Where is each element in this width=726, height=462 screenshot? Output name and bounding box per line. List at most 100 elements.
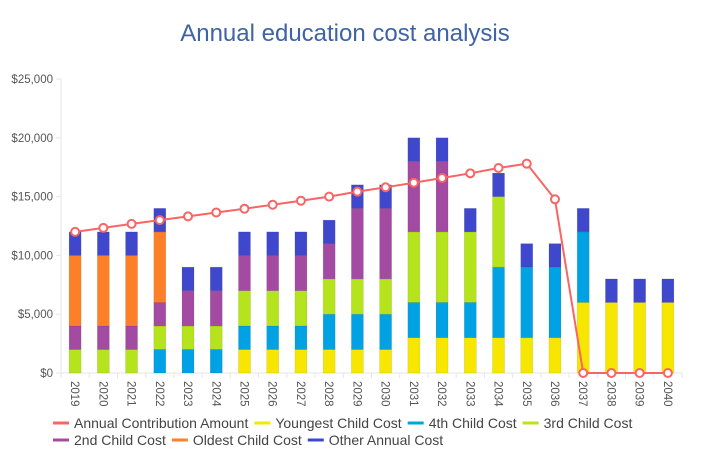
bar-segment-3rd-child-cost-2025	[238, 290, 251, 327]
x-axis: 2019 2020 2021 2022 2023 2024 2025 2026 2027 2028…	[60, 372, 683, 407]
bar-segment-2nd-child-cost-2023	[181, 290, 195, 327]
bar-segment-youngest-child-cost-2028	[322, 349, 336, 374]
x-tick-label: 2024	[209, 381, 221, 407]
bar-segment-other-annual-cost-2039	[633, 278, 646, 303]
bar-segment-other-annual-cost-2033	[463, 208, 477, 233]
contribution-point-2019	[70, 226, 81, 237]
legend-label: Oldest Child Cost	[193, 432, 302, 448]
bar-segment-3rd-child-cost-2020	[97, 349, 110, 374]
y-tick-label: $10,000	[11, 250, 53, 262]
bar-segment-youngest-child-cost-2038	[605, 302, 618, 374]
bar-segment-youngest-child-cost-2036	[548, 337, 562, 374]
contribution-point-2028	[324, 191, 335, 202]
bar-segment-2nd-child-cost-2022	[153, 302, 167, 327]
contribution-point-2032	[437, 173, 448, 184]
x-tick-label: 2027	[294, 381, 306, 407]
legend-label: Annual Contribution Amount	[74, 415, 248, 431]
contribution-point-2029	[352, 186, 363, 197]
bar-segment-other-annual-cost-2040	[661, 278, 675, 303]
y-tick-label: $20,000	[11, 133, 53, 145]
bar-segment-4th-child-cost-2027	[294, 325, 308, 350]
x-tick-label: 2040	[661, 381, 673, 407]
contribution-point-2020	[98, 222, 109, 233]
bar-segment-oldest-child-cost-2019	[68, 255, 82, 327]
x-tick-label: 2037	[576, 381, 588, 407]
x-tick-label: 2038	[604, 381, 616, 407]
bar-segment-youngest-child-cost-2025	[238, 349, 251, 374]
bar-segment-youngest-child-cost-2026	[266, 349, 280, 374]
bar-segment-youngest-child-cost-2029	[351, 349, 364, 374]
bar-segment-2nd-child-cost-2025	[238, 255, 251, 291]
bar-segment-other-annual-cost-2031	[407, 137, 421, 162]
bar-segment-2nd-child-cost-2030	[379, 208, 392, 280]
bar-segment-2nd-child-cost-2029	[351, 208, 364, 280]
bar-segment-4th-child-cost-2024	[209, 349, 223, 374]
contribution-point-2038	[606, 368, 617, 378]
contribution-point-2037	[578, 368, 589, 378]
bar-segment-4th-child-cost-2028	[322, 313, 336, 350]
legend-item-youngest-child-cost[interactable]: Youngest Child Cost	[254, 415, 402, 431]
legend-item-4th-child-cost[interactable]: 4th Child Cost	[407, 415, 517, 431]
bar-segment-3rd-child-cost-2028	[322, 278, 336, 315]
bar-segment-other-annual-cost-2032	[435, 137, 449, 162]
bar-segment-youngest-child-cost-2040	[661, 302, 675, 374]
bar-segment-4th-child-cost-2033	[463, 302, 477, 339]
legend-item-annual-contribution-amount[interactable]: Annual Contribution Amount	[53, 415, 248, 431]
y-tick-label: $0	[40, 368, 53, 380]
bar-segment-2nd-child-cost-2027	[294, 255, 308, 291]
contribution-point-2026	[267, 199, 278, 210]
contribution-point-2039	[634, 368, 645, 378]
y-tick-label: $15,000	[11, 192, 53, 204]
bar-segment-3rd-child-cost-2022	[153, 325, 167, 350]
bar-segment-3rd-child-cost-2024	[209, 325, 223, 350]
legend-label: 2nd Child Cost	[74, 432, 166, 448]
bar-segment-4th-child-cost-2035	[520, 266, 534, 339]
contribution-point-2033	[465, 168, 476, 179]
bar-segment-3rd-child-cost-2031	[407, 231, 421, 303]
bar-segment-other-annual-cost-2028	[322, 219, 336, 244]
bar-segment-youngest-child-cost-2037	[576, 302, 590, 374]
bar-segment-youngest-child-cost-2030	[379, 349, 392, 374]
x-tick-label: 2034	[492, 381, 504, 407]
x-tick-label: 2039	[633, 381, 645, 407]
bar-segment-3rd-child-cost-2027	[294, 290, 308, 327]
bars	[68, 137, 675, 374]
legend-item-oldest-child-cost[interactable]: Oldest Child Cost	[171, 432, 302, 448]
bar-segment-4th-child-cost-2026	[266, 325, 280, 350]
legend-item-other-annual-cost[interactable]: Other Annual Cost	[307, 432, 444, 448]
x-tick-label: 2030	[379, 381, 391, 407]
x-tick-label: 2025	[237, 381, 249, 407]
bar-segment-2nd-child-cost-2026	[266, 255, 280, 291]
x-tick-label: 2023	[181, 381, 193, 407]
contribution-point-2025	[239, 203, 250, 214]
bar-segment-3rd-child-cost-2029	[351, 278, 364, 315]
bar-segment-4th-child-cost-2030	[379, 313, 392, 350]
legend-item-3rd-child-cost[interactable]: 3rd Child Cost	[522, 415, 633, 431]
contribution-point-2040	[662, 368, 673, 378]
bar-segment-4th-child-cost-2037	[576, 231, 590, 303]
y-tick-label: $25,000	[11, 74, 53, 86]
legend-item-2nd-child-cost[interactable]: 2nd Child Cost	[53, 432, 166, 448]
bar-segment-2nd-child-cost-2020	[97, 325, 110, 350]
legend-label: 3rd Child Cost	[544, 415, 633, 431]
x-tick-label: 2026	[266, 381, 278, 407]
bar-segment-oldest-child-cost-2021	[125, 255, 138, 327]
contribution-line	[70, 158, 673, 378]
bar-segment-2nd-child-cost-2031	[407, 161, 421, 233]
bar-segment-4th-child-cost-2034	[492, 266, 505, 339]
x-tick-label: 2033	[463, 381, 475, 407]
bar-segment-youngest-child-cost-2033	[463, 337, 477, 374]
x-tick-label: 2022	[153, 381, 165, 407]
x-tick-label: 2031	[407, 381, 419, 407]
bar-segment-4th-child-cost-2032	[435, 302, 449, 339]
bar-segment-4th-child-cost-2029	[351, 313, 364, 350]
bar-segment-youngest-child-cost-2034	[492, 337, 505, 374]
bar-segment-4th-child-cost-2025	[238, 325, 251, 350]
bar-segment-youngest-child-cost-2027	[294, 349, 308, 374]
bar-segment-other-annual-cost-2035	[520, 243, 534, 268]
bar-segment-2nd-child-cost-2019	[68, 325, 82, 350]
bar-segment-other-annual-cost-2020	[97, 231, 110, 256]
bar-segment-2nd-child-cost-2021	[125, 325, 138, 350]
legend: Annual Contribution Amount Youngest Child…	[53, 415, 632, 448]
bar-segment-other-annual-cost-2038	[605, 278, 618, 303]
